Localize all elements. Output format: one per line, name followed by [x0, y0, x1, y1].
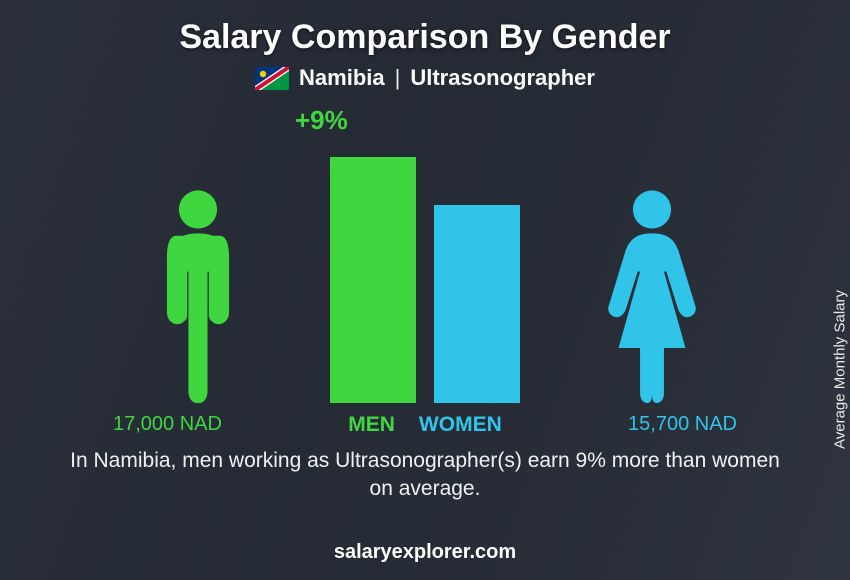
separator: |	[395, 65, 401, 91]
country-label: Namibia	[299, 65, 385, 91]
subtitle-row: Namibia | Ultrasonographer	[0, 65, 850, 91]
page-title: Salary Comparison By Gender	[0, 0, 850, 57]
y-axis-label: Average Monthly Salary	[832, 290, 849, 449]
men-icon-column	[123, 188, 273, 403]
men-bar	[330, 157, 416, 403]
women-label: WOMEN	[419, 413, 502, 437]
summary-text: In Namibia, men working as Ultrasonograp…	[0, 439, 850, 504]
men-label: MEN	[348, 413, 395, 437]
woman-icon	[592, 188, 712, 403]
comparison-chart: +9% 17,000 NAD MEN WOMEN 15,700 NAD	[105, 109, 745, 439]
man-icon	[138, 188, 258, 403]
men-value: 17,000 NAD	[113, 413, 222, 436]
profession-label: Ultrasonographer	[410, 65, 595, 91]
namibia-flag-icon	[255, 67, 289, 90]
bar-group	[330, 157, 520, 403]
women-value: 15,700 NAD	[628, 413, 737, 436]
women-icon-column	[577, 188, 727, 403]
axis-label-row: 17,000 NAD MEN WOMEN 15,700 NAD	[105, 413, 745, 437]
women-bar	[434, 205, 520, 403]
difference-badge: +9%	[295, 105, 348, 136]
source-footer: salaryexplorer.com	[0, 541, 850, 564]
